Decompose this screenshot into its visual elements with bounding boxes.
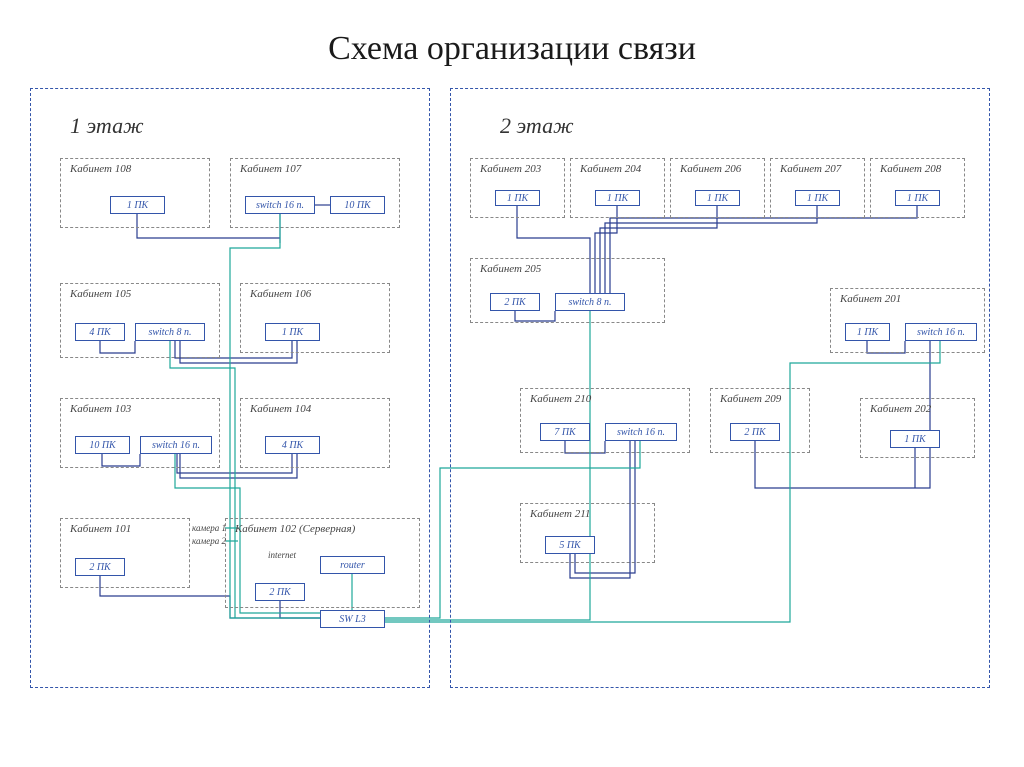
room-label: Кабинет 108 bbox=[70, 163, 131, 175]
device-box: 2 ПК bbox=[75, 558, 125, 576]
device-box: 1 ПК bbox=[845, 323, 890, 341]
device-box: SW L3 bbox=[320, 610, 385, 628]
device-box: 1 ПК bbox=[265, 323, 320, 341]
device-box: 2 ПК bbox=[255, 583, 305, 601]
room-label: Кабинет 101 bbox=[70, 523, 131, 535]
annotation-text: internet bbox=[268, 550, 296, 560]
room-label: Кабинет 209 bbox=[720, 393, 781, 405]
floor-label: 2 этаж bbox=[500, 113, 574, 139]
device-box: router bbox=[320, 556, 385, 574]
device-box: switch 16 п. bbox=[245, 196, 315, 214]
device-box: 1 ПК bbox=[110, 196, 165, 214]
annotation-text: камера 1 bbox=[192, 523, 226, 533]
room-label: Кабинет 106 bbox=[250, 288, 311, 300]
device-box: 4 ПК bbox=[265, 436, 320, 454]
device-box: switch 8 п. bbox=[135, 323, 205, 341]
device-box: 1 ПК bbox=[595, 190, 640, 206]
room-label: Кабинет 203 bbox=[480, 163, 541, 175]
diagram-canvas: 1 этаж 2 этаж Кабинет 108 Кабинет 107 Кабине… bbox=[30, 88, 994, 708]
device-box: 10 ПК bbox=[75, 436, 130, 454]
room-label: Кабинет 206 bbox=[680, 163, 741, 175]
room-label: Кабинет 204 bbox=[580, 163, 641, 175]
device-box: switch 16 п. bbox=[905, 323, 977, 341]
room-label: Кабинет 210 bbox=[530, 393, 591, 405]
device-box: 2 ПК bbox=[730, 423, 780, 441]
device-box: 1 ПК bbox=[890, 430, 940, 448]
room-label: Кабинет 202 bbox=[870, 403, 931, 415]
device-box: 1 ПК bbox=[695, 190, 740, 206]
floor-label: 1 этаж bbox=[70, 113, 144, 139]
device-box: switch 8 п. bbox=[555, 293, 625, 311]
room-label: Кабинет 205 bbox=[480, 263, 541, 275]
device-box: 1 ПК bbox=[795, 190, 840, 206]
room-label: Кабинет 207 bbox=[780, 163, 841, 175]
room-label: Кабинет 103 bbox=[70, 403, 131, 415]
room-label: Кабинет 208 bbox=[880, 163, 941, 175]
device-box: 5 ПК bbox=[545, 536, 595, 554]
page-title: Схема организации связи bbox=[0, 0, 1024, 88]
room-label: Кабинет 211 bbox=[530, 508, 590, 520]
room-label: Кабинет 105 bbox=[70, 288, 131, 300]
room-label: Кабинет 201 bbox=[840, 293, 901, 305]
room-label: Кабинет 104 bbox=[250, 403, 311, 415]
room-label: Кабинет 107 bbox=[240, 163, 301, 175]
device-box: 7 ПК bbox=[540, 423, 590, 441]
device-box: switch 16 п. bbox=[140, 436, 212, 454]
device-box: 4 ПК bbox=[75, 323, 125, 341]
device-box: 1 ПК bbox=[895, 190, 940, 206]
device-box: 10 ПК bbox=[330, 196, 385, 214]
device-box: switch 16 п. bbox=[605, 423, 677, 441]
device-box: 1 ПК bbox=[495, 190, 540, 206]
annotation-text: камера 2 bbox=[192, 536, 226, 546]
device-box: 2 ПК bbox=[490, 293, 540, 311]
room-label: Кабинет 102 (Серверная) bbox=[235, 523, 355, 535]
